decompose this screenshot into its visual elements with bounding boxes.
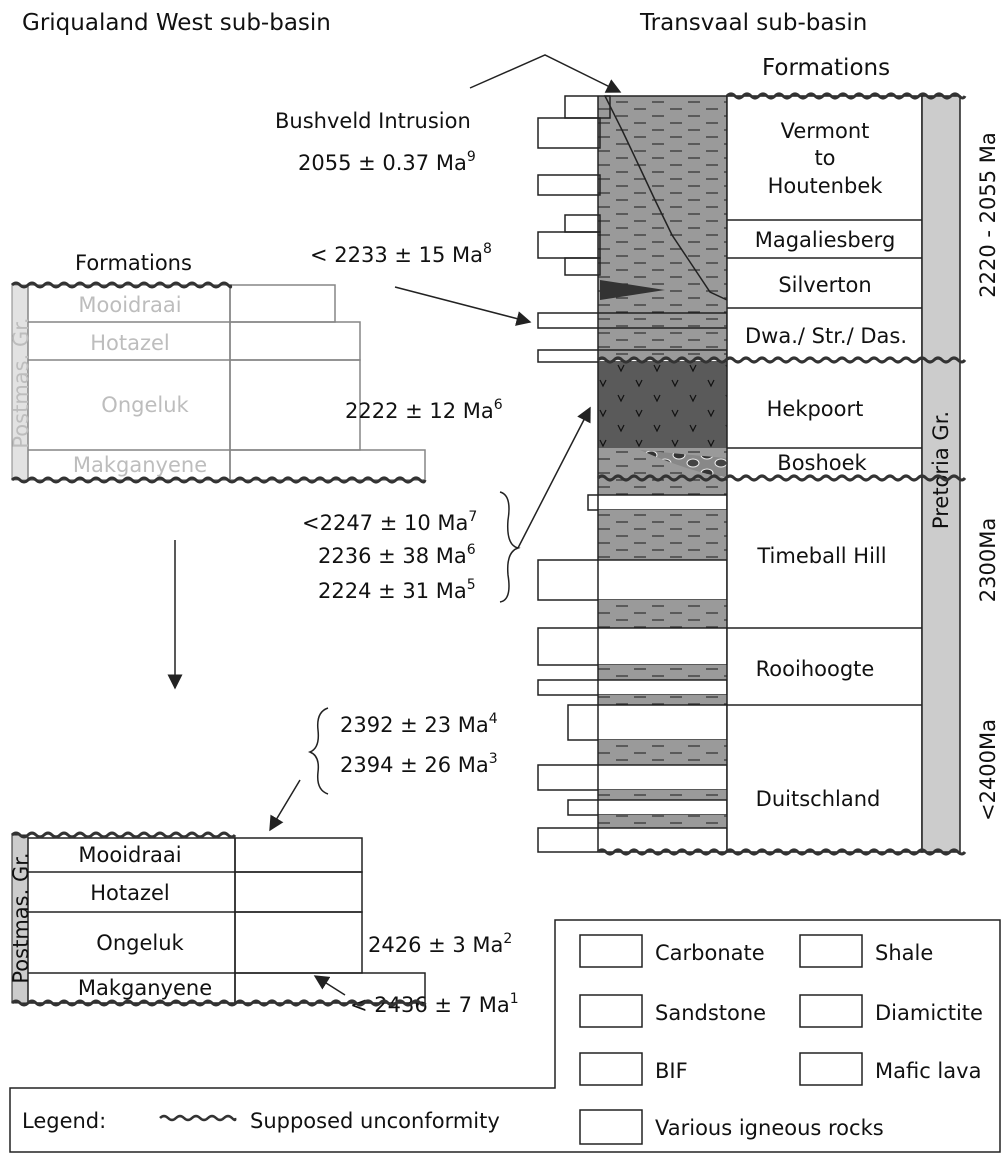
group-label: Pretoria Gr. [929,411,953,529]
legend-label: Various igneous rocks [655,1116,884,1140]
formation-label: Mooidraai [78,843,181,867]
formation-label: Hotazel [90,881,170,905]
formation-label: Rooihoogte [756,657,875,681]
formation-label: Boshoek [777,451,867,475]
legend-label: BIF [655,1059,688,1083]
age-range: 2220 - 2055 Ma [976,132,1000,297]
age: 2236 ± 38 Ma6 [318,542,476,568]
formation-label: Dwa./ Str./ Das. [745,324,907,348]
legend-title: Legend: [22,1109,106,1133]
legend-label: Sandstone [655,1001,766,1025]
group-label: Postmas. Gr. [9,317,33,448]
bracket [310,708,328,794]
legend-label: Diamictite [875,1001,983,1025]
heading: Formations [762,55,890,81]
age: < 2233 ± 15 Ma8 [310,241,492,267]
arrow [518,408,590,548]
title-right: Transvaal sub-basin [639,10,867,36]
age: 2392 ± 23 Ma4 [340,711,498,737]
heading: Formations [75,251,192,275]
formation-label: Magaliesberg [755,228,896,252]
arrow [315,976,345,995]
age-range: 2300Ma [976,518,1000,602]
formation-label: Duitschland [756,787,881,811]
unconformity [12,833,235,837]
formation-label: Ongeluk [96,931,184,955]
formation-label: Silverton [778,273,871,297]
formation-label: Makganyene [78,976,212,1000]
formation-label: Hotazel [90,331,170,355]
griqualand-after [12,835,425,1003]
bracket [500,492,518,602]
legend-label: Mafic lava [875,1059,981,1083]
griqualand-before: Postmas. Gr. Mooidraai Hotazel Ongeluk M… [9,285,425,480]
age: 2394 ± 26 Ma3 [340,751,498,777]
formation-label: Ongeluk [101,393,189,417]
formation-label: Mooidraai [78,293,181,317]
formation-label: Makganyene [73,453,207,477]
formation-label: to [814,146,835,170]
arrow [270,780,300,830]
arrow [395,287,530,322]
formation-label: Hekpoort [767,397,864,421]
arrow [470,55,620,92]
diagram: Griqualand West sub-basin Transvaal sub-… [0,0,1008,1159]
formation-label: Vermont [781,119,870,143]
group-label: Postmas. Gr. [9,852,33,983]
legend-label: Shale [875,941,933,965]
age: 2055 ± 0.37 Ma9 [298,149,476,175]
age-range: <2400Ma [976,719,1000,821]
legend-label: Carbonate [655,941,765,965]
age: 2224 ± 31 Ma5 [318,577,476,603]
legend-label: Supposed unconformity [250,1109,500,1133]
unconformity [598,850,965,854]
formation-label: Timeball Hill [756,544,886,568]
age: 2222 ± 12 Ma6 [345,397,503,423]
formation-label: Houtenbek [768,174,884,198]
title-left: Griqualand West sub-basin [22,10,331,36]
lithology-column [538,96,960,852]
age: <2247 ± 10 Ma7 [302,509,477,535]
age: 2426 ± 3 Ma2 [368,931,512,957]
annotation: Bushveld Intrusion [275,109,471,133]
